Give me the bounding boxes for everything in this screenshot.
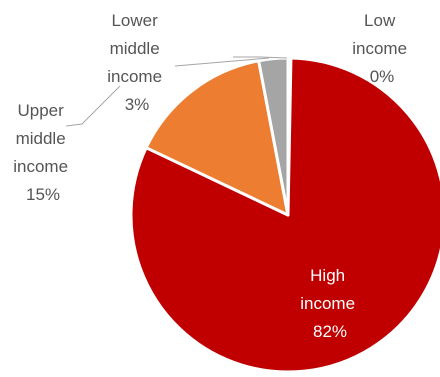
label-high-income: High income 82% <box>300 266 360 341</box>
pie-slices <box>129 56 440 374</box>
label-upper-middle-income: Upper middle income 15% <box>13 101 73 204</box>
leader-line-lower-middle-income <box>174 57 270 67</box>
leader-line-upper-middle-income <box>65 85 121 127</box>
pie-slice-lower-middle-income <box>257 56 290 217</box>
pie-slice-upper-middle-income <box>144 59 290 217</box>
label-low-income: Low income 0% <box>352 11 412 86</box>
leader-line-low-income <box>233 56 288 59</box>
leader-lines <box>65 56 288 127</box>
label-lower-middle-income: Lower middle income 3% <box>107 11 167 114</box>
